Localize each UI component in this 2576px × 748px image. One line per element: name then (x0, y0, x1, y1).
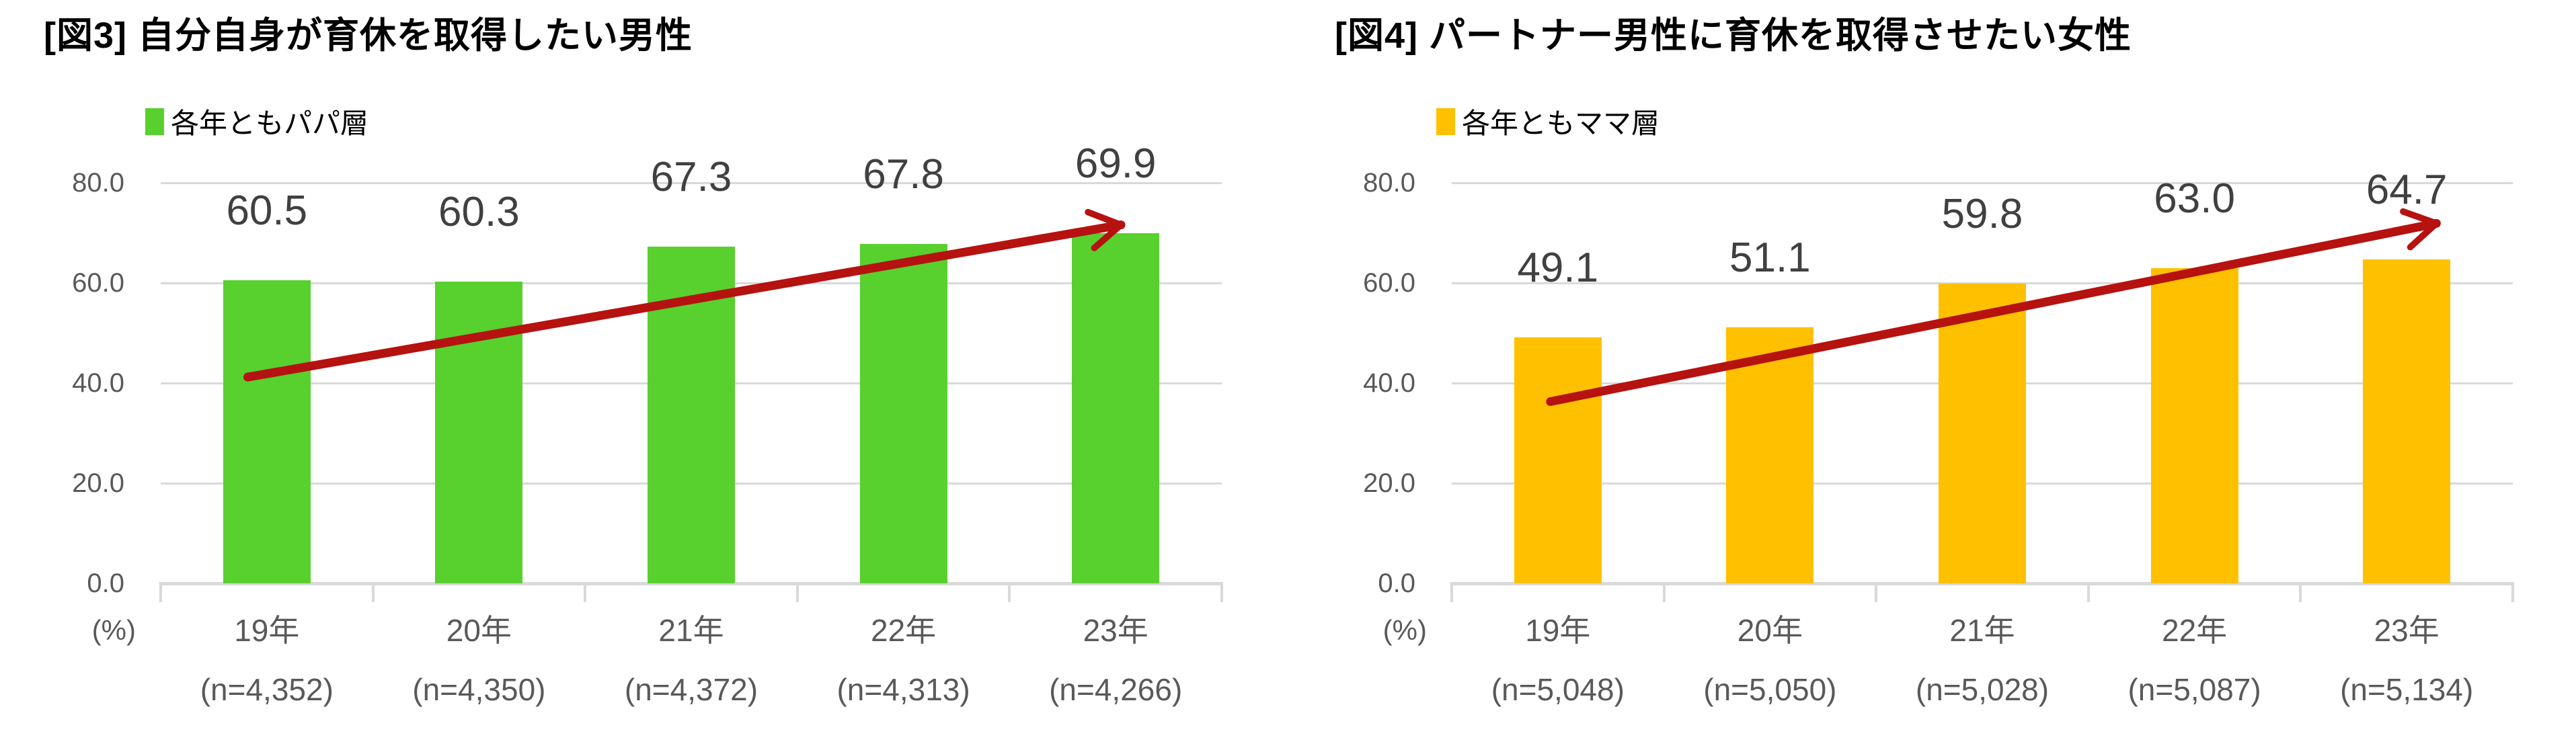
bar (435, 281, 523, 583)
bar (2363, 259, 2451, 583)
chart-figure-3: [図3] 自分自身が育休を取得したい男性 各年ともパパ層 0.0 20.0 40.0… (20, 0, 1264, 748)
y-axis-label: 40.0 (1363, 368, 1415, 398)
axis-tick (1220, 583, 1223, 602)
legend-label: 各年ともママ層 (1462, 108, 1660, 139)
legend-label: 各年ともパパ層 (171, 108, 369, 139)
y-axis-label: 20.0 (72, 468, 124, 498)
legend: 各年ともママ層 (1436, 101, 1660, 142)
x-axis-label: 23年 (2374, 613, 2440, 648)
sample-size-label: (n=5,050) (1703, 672, 1837, 707)
axis-tick (371, 583, 375, 602)
bar (223, 280, 311, 583)
chart-figure-4: [図4] パートナー男性に育休を取得させたい女性 各年ともママ層 0.0 20.0… (1311, 0, 2555, 748)
value-label: 60.3 (438, 188, 520, 235)
bar (859, 243, 947, 583)
x-axis-label: 21年 (1949, 613, 2015, 648)
value-label: 69.9 (1075, 140, 1157, 188)
value-label: 64.7 (2366, 166, 2448, 213)
value-label: 67.3 (650, 153, 732, 200)
unit-label: (%) (91, 614, 136, 646)
value-label: 59.8 (1941, 191, 2023, 238)
sample-size-label: (n=4,350) (412, 672, 546, 707)
gridline (1452, 181, 2513, 184)
y-axis-label: 40.0 (72, 368, 124, 398)
bar (1072, 233, 1160, 583)
y-axis-label: 0.0 (87, 569, 124, 598)
legend-swatch (1436, 108, 1455, 135)
axis-tick (1008, 583, 1011, 602)
x-axis-label: 19年 (1525, 613, 1591, 648)
bar (1939, 284, 2026, 583)
x-axis-label: 22年 (871, 613, 937, 648)
value-label: 51.1 (1729, 235, 1811, 282)
legend-swatch (145, 108, 164, 135)
y-axis-label: 80.0 (72, 168, 124, 198)
axis-tick (1450, 583, 1453, 602)
sample-size-label: (n=4,313) (836, 672, 970, 707)
axis-line (159, 582, 1223, 585)
bar (2150, 267, 2238, 583)
x-axis-label: 22年 (2162, 613, 2228, 648)
x-axis-label: 21年 (658, 613, 724, 648)
sample-size-label: (n=4,352) (200, 672, 334, 707)
x-axis-label: 23年 (1083, 613, 1148, 648)
y-axis-label: 80.0 (1363, 168, 1415, 198)
sample-size-label: (n=4,372) (624, 672, 758, 707)
value-label: 60.5 (226, 188, 308, 235)
value-label: 63.0 (2154, 175, 2235, 222)
value-label: 67.8 (863, 151, 944, 198)
y-axis-label: 60.0 (72, 268, 124, 298)
legend: 各年ともパパ層 (145, 101, 368, 142)
unit-label: (%) (1382, 614, 1427, 646)
bar (1514, 337, 1602, 583)
axis-tick (2299, 583, 2302, 602)
axis-tick (2086, 583, 2090, 602)
axis-tick (2511, 583, 2514, 602)
plot-area: 0.0 20.0 40.0 60.0 80.0 49.1 19年 (n=5,048) 51.1 2… (1311, 0, 2555, 748)
axis-tick (1875, 583, 1878, 602)
bar (648, 246, 735, 583)
chart-title: [図3] 自分自身が育休を取得したい男性 (44, 15, 693, 56)
chart-title: [図4] パートナー男性に育休を取得させたい女性 (1335, 15, 2132, 56)
axis-tick (795, 583, 799, 602)
y-axis-label: 20.0 (1363, 468, 1415, 498)
y-axis-label: 60.0 (1363, 268, 1415, 298)
x-axis-label: 19年 (234, 613, 300, 648)
x-axis-label: 20年 (446, 613, 512, 648)
sample-size-label: (n=4,266) (1049, 672, 1183, 707)
sample-size-label: (n=5,087) (2128, 672, 2261, 707)
axis-tick (584, 583, 587, 602)
axis-tick (159, 583, 162, 602)
y-axis-label: 0.0 (1378, 569, 1415, 598)
axis-tick (1662, 583, 1666, 602)
value-label: 49.1 (1517, 245, 1599, 292)
bar (1726, 327, 1814, 583)
axis-line (1450, 582, 2514, 585)
plot-area: 0.0 20.0 40.0 60.0 80.0 60.5 19年 (n=4,352) 60.3 2… (20, 0, 1264, 748)
x-axis-label: 20年 (1737, 613, 1803, 648)
gridline (161, 181, 1222, 184)
sample-size-label: (n=5,048) (1491, 672, 1625, 707)
sample-size-label: (n=5,028) (1915, 672, 2050, 707)
sample-size-label: (n=5,134) (2340, 672, 2474, 707)
